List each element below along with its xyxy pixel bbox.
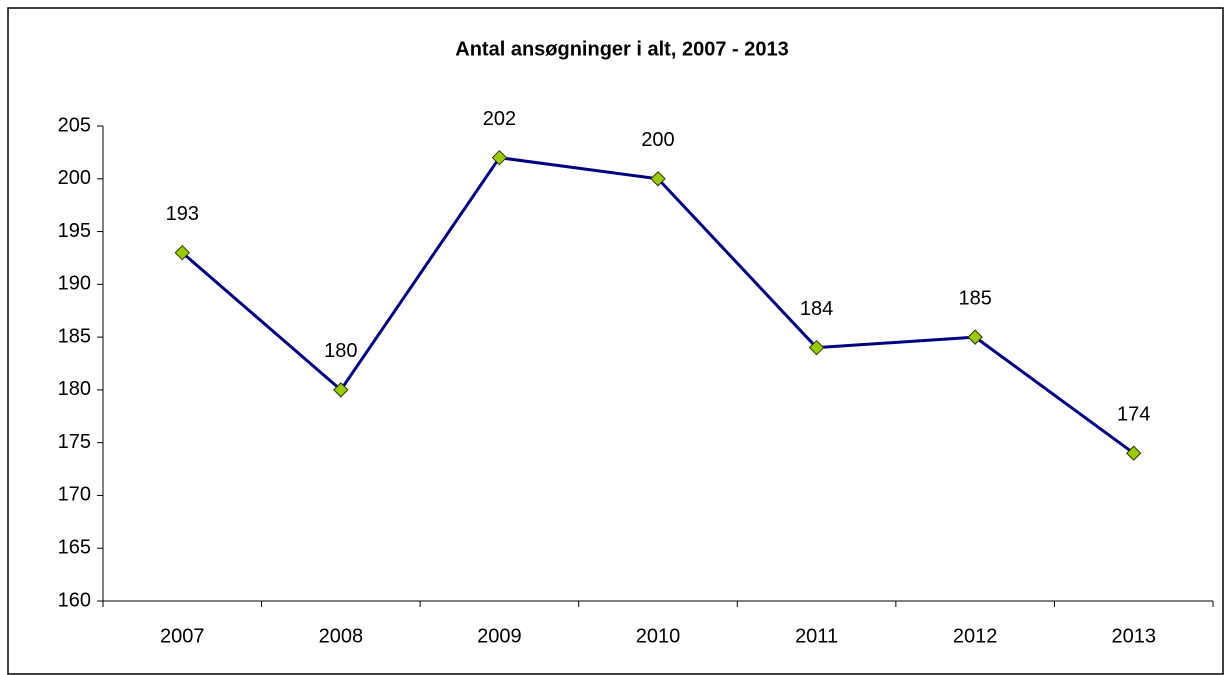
data-label: 185 [958,287,991,309]
y-tick-label: 195 [58,220,91,242]
data-marker [174,244,190,261]
chart-title: Antal ansøgninger i alt, 2007 - 2013 [455,38,788,60]
data-marker [967,329,983,345]
data-label: 184 [800,298,833,320]
x-tick-label: 2012 [953,625,998,647]
y-tick-label: 170 [58,484,91,506]
x-tick-label: 2011 [795,625,838,647]
y-tick-label: 160 [58,589,91,611]
data-label: 200 [641,129,674,151]
data-label: 180 [324,340,357,362]
y-tick-label: 200 [58,167,91,189]
data-marker [650,171,666,187]
data-marker [808,339,825,356]
data-label: 174 [1117,404,1150,426]
data-marker [1126,445,1142,461]
y-tick-label: 205 [58,114,91,136]
x-tick-label: 2013 [1111,625,1156,647]
y-tick-label: 180 [58,378,91,400]
data-marker [491,149,508,166]
y-tick-label: 185 [58,325,91,347]
data-label: 202 [483,108,516,130]
x-tick-label: 2010 [636,625,681,647]
data-label: 193 [166,203,199,225]
x-tick-label: 2009 [477,625,522,647]
data-marker [333,382,349,398]
y-tick-label: 175 [58,431,91,453]
x-tick-label: 2007 [160,625,205,647]
y-tick-label: 190 [58,273,91,295]
chart-border [7,7,1224,675]
y-tick-label: 165 [58,537,91,559]
x-tick-label: 2008 [319,625,364,647]
